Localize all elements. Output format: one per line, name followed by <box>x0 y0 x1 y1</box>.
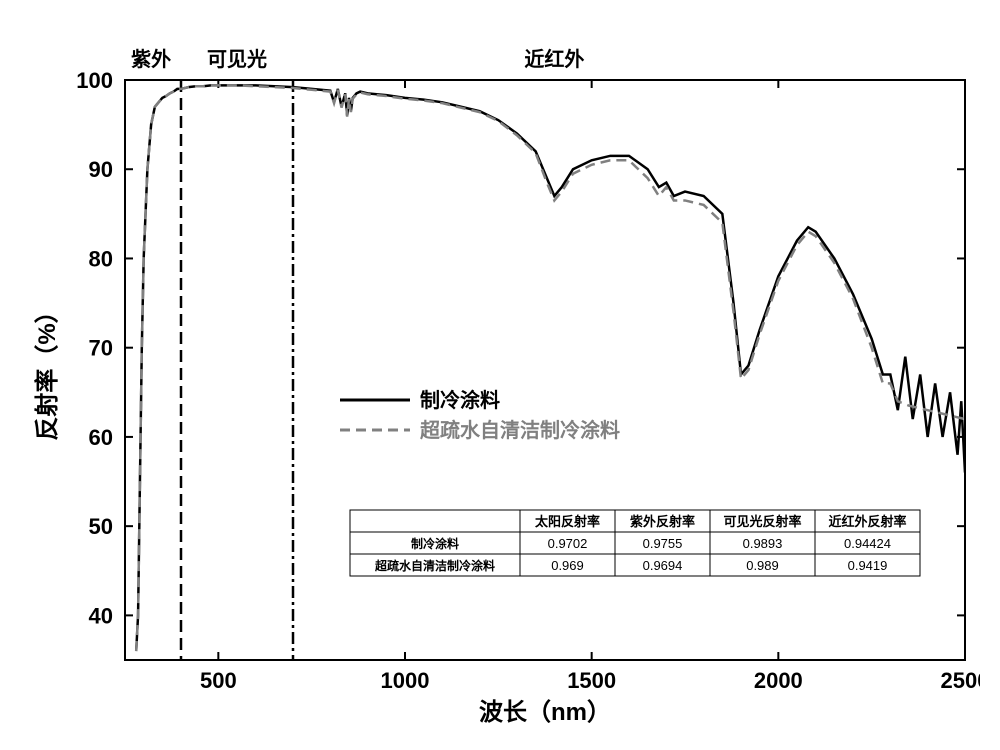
region-label: 近红外 <box>524 47 584 71</box>
x-axis-label: 波长（nm） <box>479 699 611 726</box>
table-cell: 0.9893 <box>743 536 783 551</box>
legend-label: 超疏水自清洁制冷涂料 <box>419 418 620 442</box>
y-tick-label: 70 <box>89 336 113 361</box>
chart-container: 500 1000 1500 2000 2500 40 50 60 70 80 90 100 波长（nm）… <box>20 20 980 730</box>
table-col-header: 太阳反射率 <box>534 514 600 529</box>
x-tick-label: 2500 <box>941 668 980 693</box>
table-cell: 0.989 <box>746 558 779 573</box>
x-tick-label: 2000 <box>754 668 803 693</box>
table-col-header: 近红外反射率 <box>828 514 906 529</box>
x-tick-label: 1500 <box>567 668 616 693</box>
x-tick-label: 500 <box>200 668 237 693</box>
table-cell: 0.94424 <box>844 536 891 551</box>
reflectance-chart: 500 1000 1500 2000 2500 40 50 60 70 80 90 100 波长（nm）… <box>20 20 980 730</box>
table-row-header: 制冷涂料 <box>411 536 459 551</box>
table-row-header: 超疏水自清洁制冷涂料 <box>374 558 495 573</box>
y-tick-label: 40 <box>89 603 113 628</box>
table-cell: 0.9694 <box>643 558 683 573</box>
table-col-header: 紫外反射率 <box>630 514 695 529</box>
table-cell: 0.9702 <box>548 536 588 551</box>
table-cell: 0.9419 <box>848 558 888 573</box>
region-label: 可见光 <box>207 48 267 71</box>
y-tick-label: 90 <box>89 157 113 182</box>
x-tick-label: 1000 <box>381 668 430 693</box>
y-tick-label: 60 <box>89 425 113 450</box>
table-cell: 0.969 <box>551 558 584 573</box>
legend-label: 制冷涂料 <box>420 388 500 412</box>
y-tick-label: 50 <box>89 514 113 539</box>
region-label: 紫外 <box>131 47 171 71</box>
y-tick-label: 80 <box>89 246 113 271</box>
table-col-header: 可见光反射率 <box>723 514 801 529</box>
y-tick-label: 100 <box>76 68 113 93</box>
y-axis-label: 反射率（%） <box>33 299 61 440</box>
table-cell: 0.9755 <box>643 536 683 551</box>
